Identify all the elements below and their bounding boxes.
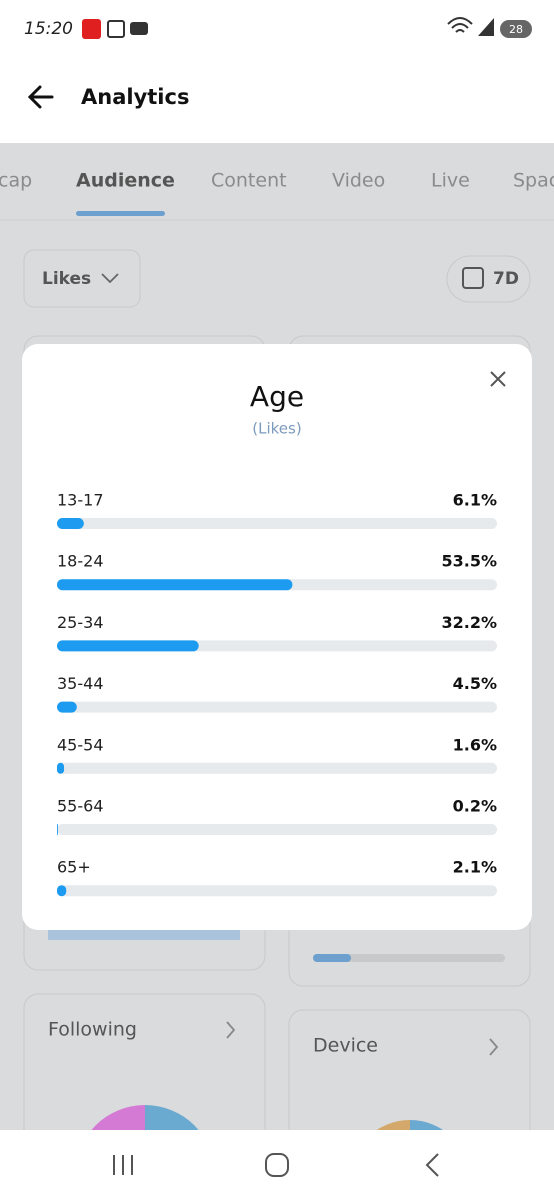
status-icon xyxy=(107,20,125,38)
value-label: 6.1% xyxy=(453,491,497,510)
bar xyxy=(57,824,58,835)
bar-track xyxy=(57,701,497,713)
nav-home[interactable] xyxy=(265,1153,289,1177)
nav-recents[interactable] xyxy=(113,1155,133,1175)
age-label: 65+ xyxy=(57,858,91,877)
bar xyxy=(57,579,293,591)
value-label: 32.2% xyxy=(441,613,497,632)
back-button[interactable] xyxy=(27,85,54,109)
chevron xyxy=(226,1021,236,1039)
modal xyxy=(22,344,532,930)
card-decoration xyxy=(313,954,351,962)
value-label: 2.1% xyxy=(453,858,497,877)
tab[interactable]: Video xyxy=(332,170,385,192)
wifi-icon xyxy=(447,17,473,33)
tab[interactable]: Live xyxy=(431,170,470,192)
age-label: 35-44 xyxy=(57,674,104,693)
chevron xyxy=(101,273,119,284)
chevron xyxy=(489,1038,499,1056)
age-label: 18-24 xyxy=(57,552,104,571)
close-button[interactable] xyxy=(490,371,506,387)
value-label: 4.5% xyxy=(453,674,497,693)
tab[interactable]: Spac xyxy=(513,170,554,192)
signal-icon xyxy=(478,18,494,36)
page-title: Analytics xyxy=(81,85,189,109)
age-label: 25-34 xyxy=(57,613,104,632)
bar xyxy=(57,762,65,774)
chart-subtitle: (Likes) xyxy=(252,420,301,438)
card-title: Following xyxy=(48,1019,137,1041)
period-label: 7D xyxy=(493,269,519,289)
tab[interactable]: Audience xyxy=(76,170,175,192)
battery-icon xyxy=(500,20,532,38)
nav-back[interactable] xyxy=(425,1153,439,1177)
status-icon xyxy=(130,22,148,35)
chart-title: Age xyxy=(250,380,304,413)
bar-track xyxy=(57,518,497,529)
tab-bar: cap Audience Content Video Live Spac xyxy=(0,170,554,192)
age-label: 45-54 xyxy=(57,735,104,754)
bar xyxy=(57,885,67,897)
bar-track xyxy=(57,824,497,835)
card-decoration xyxy=(48,930,240,940)
card-title: Device xyxy=(313,1035,378,1057)
metric-filter[interactable] xyxy=(23,249,141,308)
calendar-icon xyxy=(462,267,484,289)
age-label: 13-17 xyxy=(57,491,104,510)
status-icon xyxy=(82,19,101,39)
value-label: 53.5% xyxy=(441,552,497,571)
nav-bar xyxy=(0,1130,554,1200)
bar-track xyxy=(57,885,497,897)
tab[interactable]: Content xyxy=(211,170,287,192)
age-label: 55-64 xyxy=(57,797,104,816)
tab[interactable]: cap xyxy=(0,170,32,192)
bar xyxy=(57,640,199,652)
metric-label: Likes xyxy=(42,269,91,289)
bar xyxy=(57,518,84,529)
card-decoration xyxy=(313,954,505,962)
age-bars: 13-17 6.1% 18-24 53.5% 25-34 32.2% 35-44 4.5% 45… xyxy=(57,491,497,897)
battery-level: 28 xyxy=(509,23,523,36)
value-label: 1.6% xyxy=(453,735,497,754)
tab-indicator xyxy=(76,211,165,216)
value-label: 0.2% xyxy=(453,797,497,816)
bar-track xyxy=(57,762,497,774)
status-time: 15:20 xyxy=(24,19,73,39)
bar xyxy=(57,701,77,713)
